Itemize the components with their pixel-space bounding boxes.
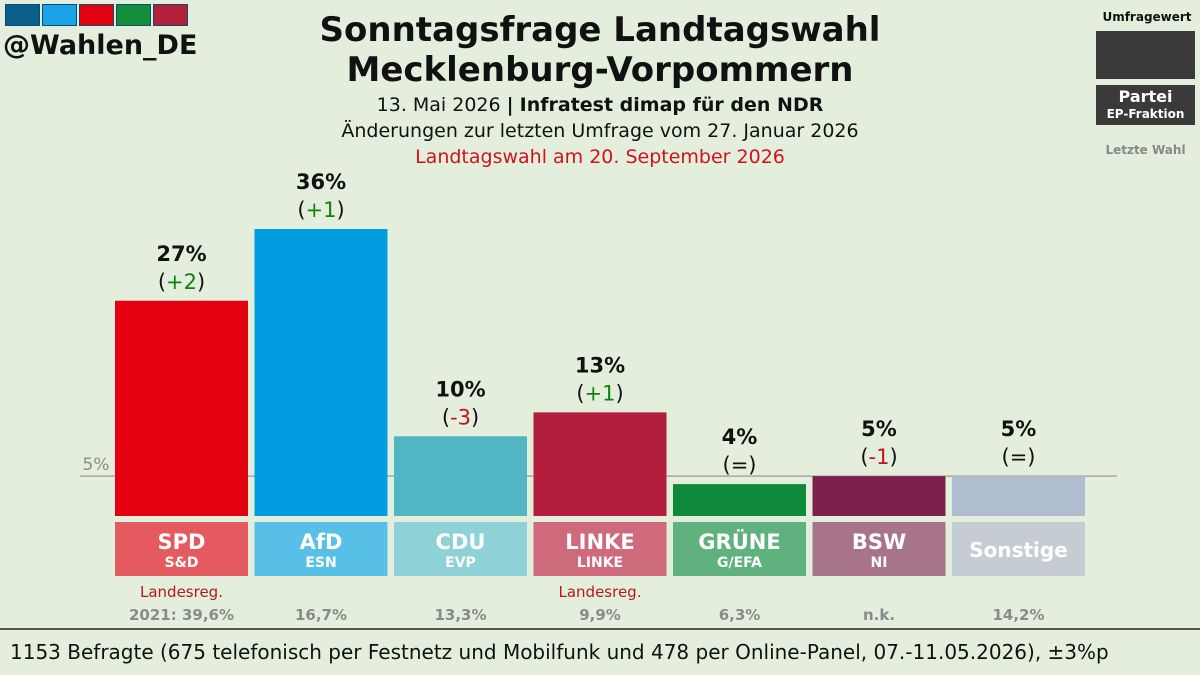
change-label-cdu: (-3)	[442, 405, 479, 429]
source-separator: |	[506, 94, 514, 116]
party-fraction-afd: ESN	[305, 555, 336, 571]
legend-last-election: Letzte Wahl	[1105, 143, 1186, 157]
bar-cdu	[394, 436, 527, 516]
bar-bsw	[812, 476, 946, 516]
legend-poll-value: Umfragewert	[1102, 10, 1192, 24]
legend-party-box: Partei EP-Fraktion	[1096, 85, 1195, 125]
party-box-sonstige	[952, 522, 1085, 576]
footer-sample: 1153 Befragte (675 telefonisch per Festn…	[0, 628, 1200, 675]
party-name-sonstige: Sonstige	[969, 538, 1068, 562]
title-line-1: Sonntagsfrage Landtagswahl	[319, 10, 881, 50]
bar-grüne	[673, 484, 806, 516]
party-fraction-grüne: G/EFA	[717, 555, 762, 571]
legend-party: Partei	[1118, 87, 1173, 106]
party-name-afd: AfD	[300, 530, 343, 554]
threshold-label: 5%	[83, 455, 110, 475]
value-label-cdu: 10%	[435, 377, 485, 401]
note-spd: Landesreg.	[140, 583, 223, 601]
value-label-afd: 36%	[296, 170, 346, 194]
bar-spd	[115, 300, 248, 516]
change-label-sonstige: (=)	[1001, 445, 1035, 469]
bar-linke	[533, 412, 667, 516]
brand-handle: @Wahlen_DE	[3, 30, 198, 61]
poll-date: 13. Mai 2026	[376, 94, 501, 116]
change-label-spd: (+2)	[158, 270, 205, 294]
stripe-1	[5, 4, 40, 26]
party-fraction-linke: LINKE	[577, 555, 623, 571]
changes-note: Änderungen zur letzten Umfrage vom 27. J…	[341, 120, 859, 142]
title-line-2: Mecklenburg-Vorpommern	[346, 50, 854, 90]
legend-swatch	[1096, 31, 1195, 79]
party-fraction-spd: S&D	[165, 555, 199, 571]
last-election-cdu: 13,3%	[434, 606, 486, 624]
last-election-grüne: 6,3%	[719, 606, 761, 624]
poll-institute: Infratest dimap für den NDR	[519, 94, 824, 116]
party-box-afd	[254, 522, 388, 576]
value-label-sonstige: 5%	[1001, 417, 1037, 441]
party-fraction-bsw: NI	[871, 555, 888, 571]
party-box-linke	[533, 522, 667, 576]
party-fraction-cdu: EVP	[445, 555, 476, 571]
value-label-spd: 27%	[156, 242, 206, 266]
value-label-bsw: 5%	[861, 417, 897, 441]
brand-stripes	[5, 4, 188, 26]
party-name-linke: LINKE	[565, 530, 634, 554]
party-name-cdu: CDU	[436, 530, 486, 554]
party-box-spd	[115, 522, 248, 576]
party-name-bsw: BSW	[852, 530, 906, 554]
stripe-4	[116, 4, 151, 26]
stripe-5	[153, 4, 188, 26]
last-election-bsw: n.k.	[863, 606, 895, 624]
legend-fraction: EP-Fraktion	[1106, 107, 1185, 121]
change-label-afd: (+1)	[297, 198, 344, 222]
note-linke: Landesreg.	[559, 583, 642, 601]
bar-sonstige	[952, 476, 1085, 516]
poll-source: 13. Mai 2026 | Infratest dimap für den N…	[250, 92, 950, 118]
stripe-3	[79, 4, 114, 26]
last-election-afd: 16,7%	[295, 606, 347, 624]
party-box-grüne	[673, 522, 806, 576]
last-election-spd: 2021: 39,6%	[129, 606, 234, 624]
party-name-grüne: GRÜNE	[698, 529, 780, 554]
change-label-linke: (+1)	[576, 381, 623, 405]
stripe-2	[42, 4, 77, 26]
party-box-bsw	[812, 522, 946, 576]
value-label-linke: 13%	[575, 353, 625, 377]
party-name-spd: SPD	[158, 530, 206, 554]
election-note: Landtagswahl am 20. September 2026	[415, 146, 785, 168]
change-label-bsw: (-1)	[860, 445, 897, 469]
party-box-cdu	[394, 522, 527, 576]
last-election-linke: 9,9%	[579, 606, 621, 624]
bar-afd	[254, 229, 388, 516]
value-label-grüne: 4%	[722, 425, 758, 449]
chart-title: Sonntagsfrage Landtagswahl Mecklenburg-V…	[250, 10, 950, 90]
last-election-sonstige: 14,2%	[992, 606, 1044, 624]
change-label-grüne: (=)	[722, 453, 756, 477]
